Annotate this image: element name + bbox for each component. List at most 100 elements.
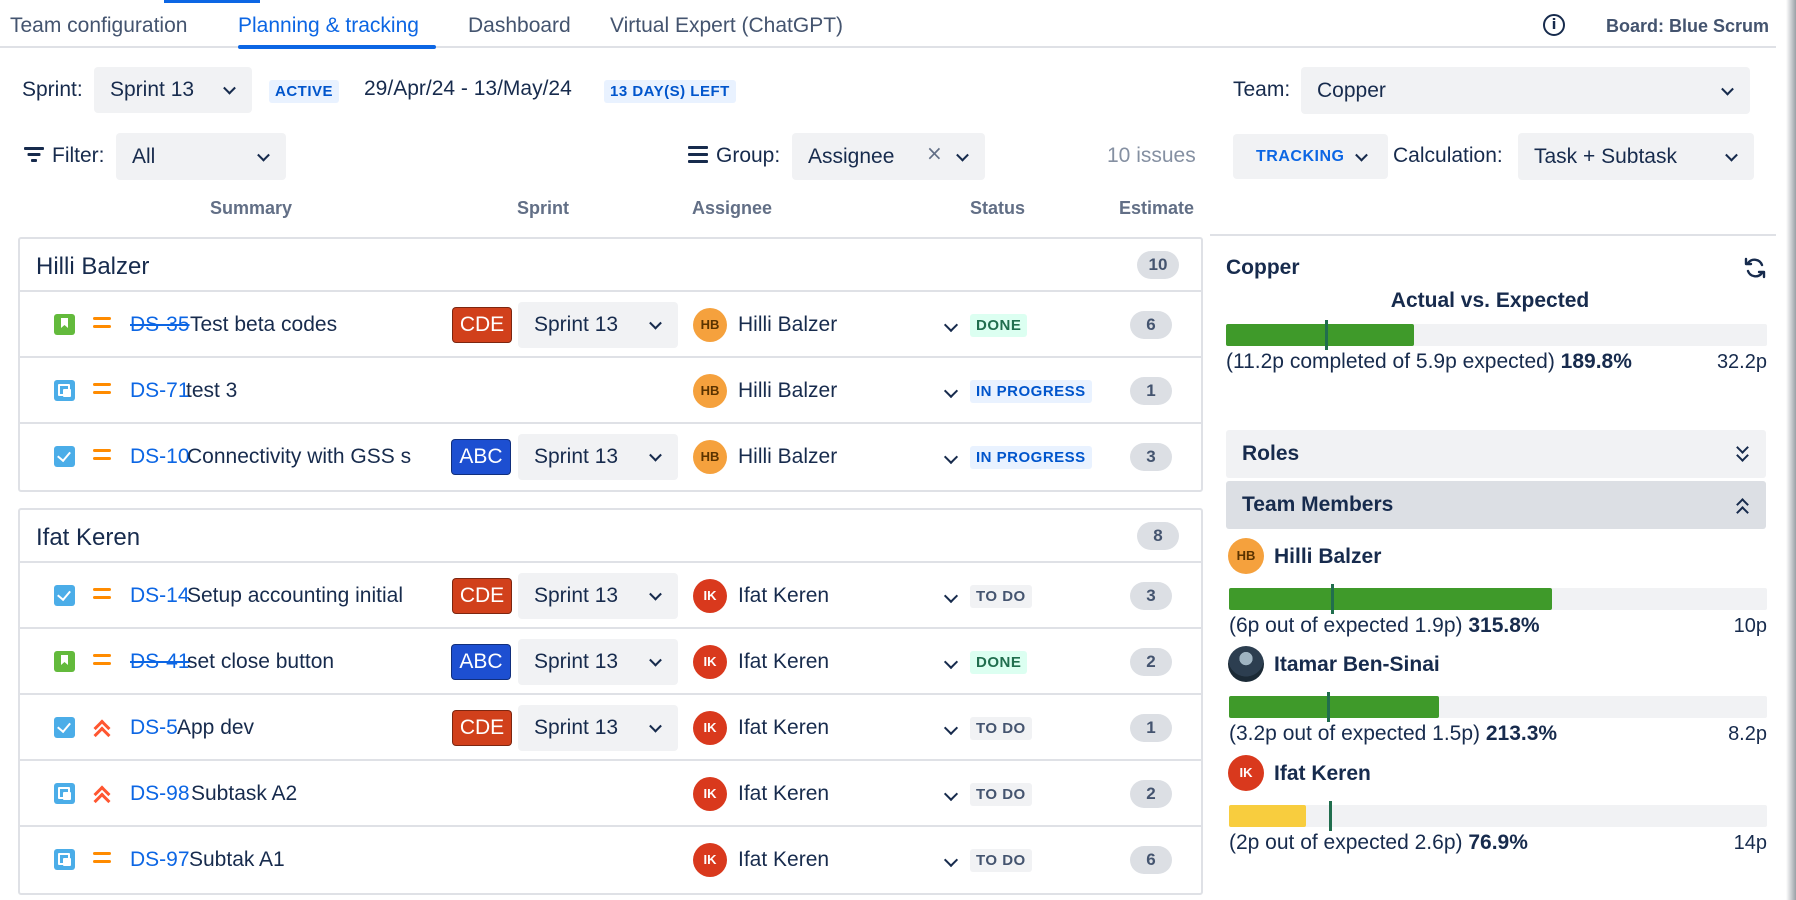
tab-planning-tracking[interactable]: Planning & tracking	[238, 14, 419, 37]
column-header-status[interactable]: Status	[970, 198, 1026, 218]
chevron-down-icon	[649, 448, 662, 462]
group-name: Ifat Keren	[36, 524, 141, 551]
column-header-sprint[interactable]: Sprint	[517, 198, 569, 218]
actual-vs-expected-title: Actual vs. Expected	[1390, 289, 1590, 312]
member-name: Ifat Keren	[1274, 762, 1371, 785]
component-tag: CDE	[452, 307, 512, 343]
avatar: HB	[693, 374, 727, 408]
status-badge[interactable]: TO DO	[970, 783, 1032, 806]
group-select-value: Assignee	[808, 144, 895, 168]
assignee-name[interactable]: Ifat Keren	[738, 584, 830, 607]
assignee-name[interactable]: Hilli Balzer	[738, 445, 838, 468]
estimate-pill: 6	[1130, 846, 1172, 874]
status-badge[interactable]: DONE	[970, 651, 1028, 674]
table-row[interactable]: DS-35 Test beta codes CDE Sprint 13 HB Hilli …	[20, 292, 1201, 358]
team-select-value: Copper	[1317, 78, 1386, 102]
chevron-down-icon[interactable]	[944, 855, 957, 868]
tab-team-configuration[interactable]: Team configuration	[10, 14, 188, 37]
column-header-estimate[interactable]: Estimate	[1119, 198, 1195, 218]
status-badge[interactable]: TO DO	[970, 717, 1032, 740]
table-row[interactable]: DS-14 Setup accounting initial CDE Sprint 1…	[20, 563, 1201, 629]
sprint-dropdown[interactable]: Sprint 13	[518, 434, 678, 480]
avatar: IK	[693, 843, 727, 877]
filter-label: Filter:	[52, 144, 105, 167]
assignee-name[interactable]: Ifat Keren	[738, 716, 830, 739]
table-row[interactable]: DS-10 Connectivity with GSS s ABC Sprint 13…	[20, 424, 1201, 490]
issue-key-link[interactable]: DS-97	[130, 848, 190, 871]
chevron-down-icon	[1725, 148, 1738, 162]
tab-virtual-expert[interactable]: Virtual Expert (ChatGPT)	[610, 14, 844, 37]
assignee-name[interactable]: Ifat Keren	[738, 848, 830, 871]
status-badge[interactable]: IN PROGRESS	[970, 446, 1092, 469]
member-progress-summary: (3.2p out of expected 1.5p)	[1229, 722, 1481, 745]
chevron-down-icon	[1721, 82, 1734, 96]
active-badge: ACTIVE	[269, 80, 340, 103]
issue-key-link[interactable]: DS-71	[130, 379, 190, 402]
tab-dashboard[interactable]: Dashboard	[468, 14, 571, 37]
sprint-select[interactable]: Sprint 13	[94, 67, 252, 113]
clear-group-icon[interactable]: ×	[926, 141, 943, 165]
issue-key-link[interactable]: DS-41	[130, 650, 190, 673]
issue-key-link[interactable]: DS-98	[130, 782, 190, 805]
column-header-assignee[interactable]: Assignee	[692, 198, 773, 218]
status-badge[interactable]: DONE	[970, 314, 1028, 337]
calculation-select[interactable]: Task + Subtask	[1518, 133, 1754, 180]
sprint-dropdown-value: Sprint 13	[534, 313, 619, 336]
column-header-summary[interactable]: Summary	[210, 198, 293, 218]
chevron-down-icon[interactable]	[944, 657, 957, 670]
priority-medium-icon	[93, 652, 111, 668]
issue-key-link[interactable]: DS-10	[130, 445, 190, 468]
chevron-down-icon[interactable]	[944, 386, 957, 399]
member-progress-percent: 315.8%	[1468, 614, 1540, 637]
chevron-down-icon[interactable]	[944, 452, 957, 465]
member-progress-bar	[1229, 692, 1767, 722]
overall-progress-bar	[1226, 320, 1767, 350]
chevron-down-icon	[223, 81, 236, 95]
subtask-type-icon	[54, 380, 75, 401]
sprint-dropdown[interactable]: Sprint 13	[518, 705, 678, 751]
group-icon	[688, 146, 708, 164]
issue-key-link[interactable]: DS-14	[130, 584, 190, 607]
roles-section-header[interactable]: Roles	[1226, 430, 1766, 478]
table-row[interactable]: DS-98 Subtask A2 IK Ifat Keren TO DO 2	[20, 761, 1201, 827]
priority-highest-icon	[93, 782, 111, 810]
team-select[interactable]: Copper	[1301, 67, 1750, 114]
status-badge[interactable]: TO DO	[970, 849, 1032, 872]
top-accent-line	[164, 0, 260, 3]
table-row[interactable]: DS-5 App dev CDE Sprint 13 IK Ifat Keren TO DO…	[20, 695, 1201, 761]
issue-key-link[interactable]: DS-35	[130, 313, 190, 336]
sprint-dropdown[interactable]: Sprint 13	[518, 639, 678, 685]
assignee-name[interactable]: Hilli Balzer	[738, 379, 838, 402]
table-row[interactable]: DS-97 Subtak A1 IK Ifat Keren TO DO 6	[20, 827, 1201, 893]
member-avatar	[1228, 646, 1264, 682]
info-icon[interactable]: i	[1543, 14, 1565, 36]
tracking-mode-button[interactable]: TRACKING	[1233, 134, 1388, 179]
team-members-section-header[interactable]: Team Members	[1226, 481, 1766, 529]
assignee-name[interactable]: Ifat Keren	[738, 782, 830, 805]
sprint-dropdown[interactable]: Sprint 13	[518, 573, 678, 619]
priority-medium-icon	[93, 586, 111, 602]
assignee-name[interactable]: Hilli Balzer	[738, 313, 838, 336]
priority-medium-icon	[93, 850, 111, 866]
chevron-down-icon[interactable]	[944, 723, 957, 736]
status-badge[interactable]: TO DO	[970, 585, 1032, 608]
table-row[interactable]: DS-41 set close button ABC Sprint 13 IK Ifat …	[20, 629, 1201, 695]
group-header[interactable]: Hilli Balzer 10	[20, 239, 1201, 292]
status-badge[interactable]: IN PROGRESS	[970, 380, 1092, 403]
member-name: Itamar Ben-Sinai	[1274, 653, 1440, 676]
chevron-down-icon	[649, 719, 662, 733]
sprint-dropdown-value: Sprint 13	[534, 716, 619, 739]
group-header[interactable]: Ifat Keren 8	[20, 510, 1201, 563]
member-progress-percent: 76.9%	[1468, 831, 1528, 854]
table-row[interactable]: DS-71 test 3 HB Hilli Balzer IN PROGRESS 1	[20, 358, 1201, 424]
assignee-name[interactable]: Ifat Keren	[738, 650, 830, 673]
expand-icon	[1736, 441, 1750, 463]
filter-select[interactable]: All	[116, 133, 286, 180]
issue-key-link[interactable]: DS-5	[130, 716, 178, 739]
group-select[interactable]: Assignee	[792, 133, 985, 180]
chevron-down-icon[interactable]	[944, 591, 957, 604]
chevron-down-icon[interactable]	[944, 789, 957, 802]
refresh-icon[interactable]	[1743, 256, 1767, 280]
chevron-down-icon[interactable]	[944, 320, 957, 333]
sprint-dropdown[interactable]: Sprint 13	[518, 302, 678, 348]
